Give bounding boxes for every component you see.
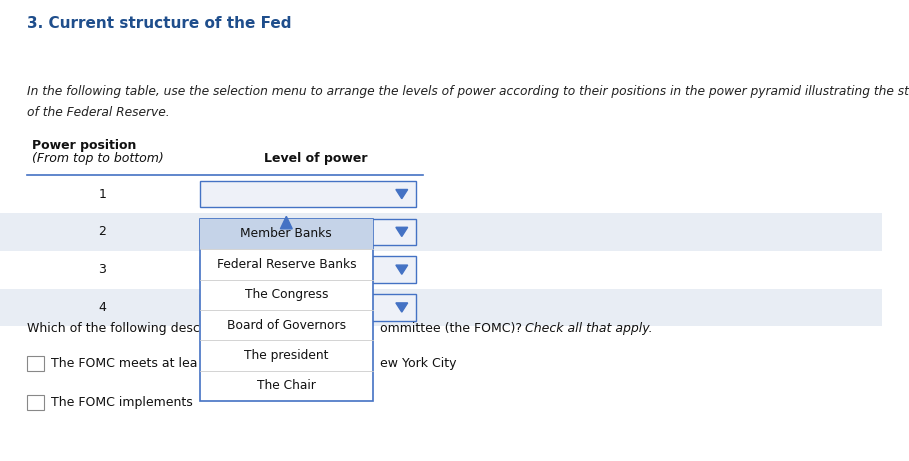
Bar [200, 219, 373, 249]
Text: (From top to bottom): (From top to bottom) [32, 152, 164, 165]
Text: 1: 1 [98, 188, 106, 201]
Bar [200, 256, 416, 283]
Text: of the Federal Reserve.: of the Federal Reserve. [27, 106, 170, 119]
Text: 3. Current structure of the Fed: 3. Current structure of the Fed [27, 16, 292, 31]
Text: The president: The president [245, 349, 328, 362]
Bar [0, 175, 882, 213]
Text: In the following table, use the selection menu to arrange the levels of power ac: In the following table, use the selectio… [27, 85, 909, 98]
Text: The FOMC implements: The FOMC implements [51, 396, 193, 409]
Bar [0, 289, 882, 326]
Bar [27, 356, 44, 371]
Bar [200, 181, 416, 207]
Text: Federal Reserve Banks: Federal Reserve Banks [216, 258, 356, 271]
Bar [0, 251, 882, 289]
Bar [0, 213, 882, 251]
Text: The FOMC meets at lea: The FOMC meets at lea [51, 357, 197, 370]
Polygon shape [395, 227, 407, 236]
Text: Which of the following describe th: Which of the following describe th [27, 322, 241, 335]
Text: 3: 3 [98, 263, 106, 276]
Bar [200, 219, 373, 401]
Bar [27, 395, 44, 410]
Polygon shape [395, 303, 407, 312]
Text: Power position: Power position [32, 139, 136, 152]
Text: 2: 2 [98, 225, 106, 238]
Text: ommittee (the FOMC)?: ommittee (the FOMC)? [380, 322, 522, 335]
Text: ew York City: ew York City [380, 357, 456, 370]
Text: The Chair: The Chair [257, 379, 315, 392]
Bar [200, 294, 416, 321]
Text: Board of Governors: Board of Governors [226, 319, 346, 331]
Polygon shape [395, 189, 407, 199]
Text: Check all that apply.: Check all that apply. [521, 322, 653, 335]
Polygon shape [280, 216, 292, 229]
Text: Level of power: Level of power [264, 152, 367, 165]
Polygon shape [395, 265, 407, 274]
Text: The Congress: The Congress [245, 288, 328, 301]
Text: Member Banks: Member Banks [241, 227, 332, 240]
Bar [200, 219, 416, 245]
Text: 4: 4 [98, 301, 106, 314]
